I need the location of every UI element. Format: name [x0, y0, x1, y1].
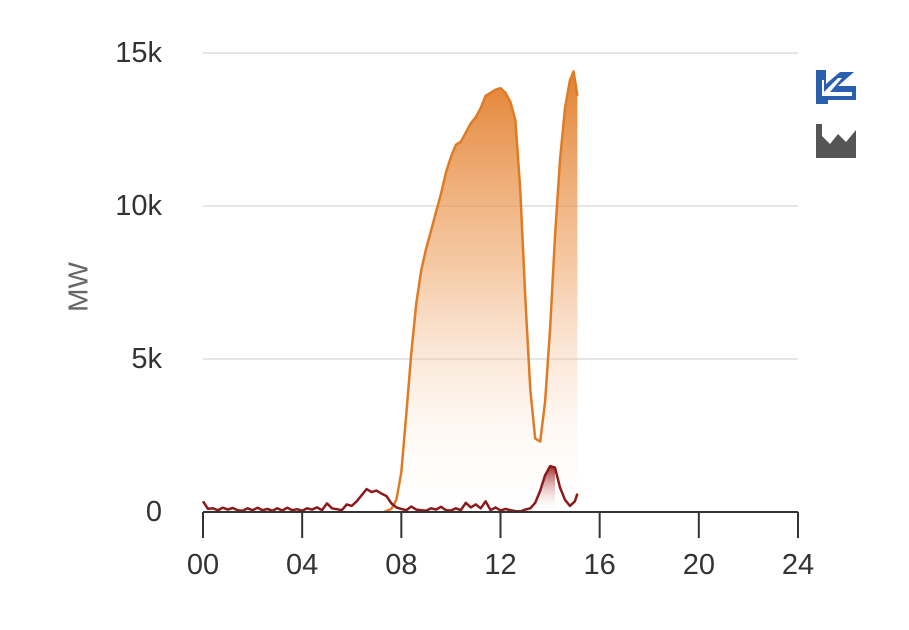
y-tick-label: 5k: [131, 343, 162, 375]
series-area: [525, 466, 555, 512]
series-area: [384, 71, 578, 513]
x-tick-label: 16: [584, 549, 616, 581]
x-axis: 00 04 08 12 16 20 24: [187, 511, 814, 581]
area-chart-toggle[interactable]: [812, 120, 860, 162]
y-axis-ticks: 0 5k 10k 15k: [115, 37, 162, 528]
series-line: [383, 70, 579, 514]
x-tick-label: 00: [187, 549, 219, 581]
series-layer: [201, 70, 579, 514]
x-tick-label: 08: [385, 549, 417, 581]
area-chart-icon: [816, 124, 856, 158]
x-tick-label: 12: [484, 549, 516, 581]
y-axis-title: MW: [62, 262, 93, 312]
x-tick-label: 04: [286, 549, 318, 581]
y-tick-label: 10k: [115, 190, 162, 222]
line-chart-toggle[interactable]: [812, 66, 860, 108]
y-tick-label: 15k: [115, 37, 162, 69]
line-chart-icon: [816, 70, 856, 104]
x-tick-label: 24: [782, 549, 814, 581]
x-tick-label: 20: [683, 549, 715, 581]
y-tick-label: 0: [146, 496, 162, 528]
